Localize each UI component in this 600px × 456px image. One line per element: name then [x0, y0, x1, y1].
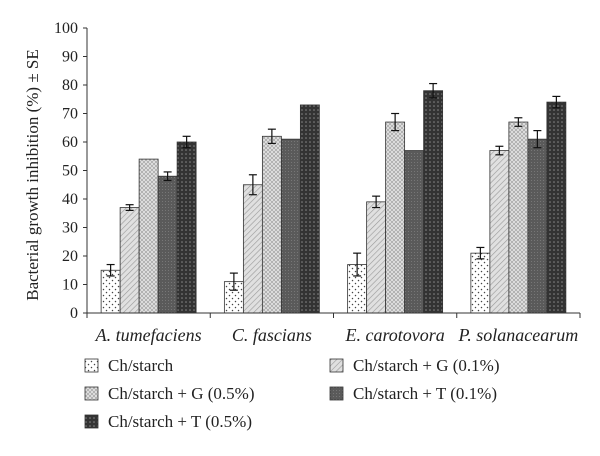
bar: [280, 138, 301, 314]
bar: [546, 101, 567, 314]
y-axis-ticks: 0 10 20 30 40 50 60 70 80 90 100: [54, 20, 87, 322]
x-tick-label: A. tumefaciens: [95, 325, 202, 345]
bar: [508, 121, 529, 314]
y-tick-label: 10: [62, 277, 78, 294]
y-tick-label: 90: [62, 49, 78, 66]
y-tick-label: 30: [62, 220, 78, 237]
x-tick-label: P. solanacearum: [458, 325, 579, 345]
legend-swatch: [84, 358, 99, 373]
y-tick-label: 70: [62, 106, 78, 123]
bars: [100, 82, 567, 314]
y-tick-label: 20: [62, 248, 78, 265]
y-tick-label: 60: [62, 134, 78, 151]
y-tick-label: 0: [70, 305, 78, 322]
legend-label: Ch/starch + T (0.1%): [353, 384, 497, 403]
bar: [157, 175, 178, 314]
bar: [366, 201, 387, 314]
bar: [385, 121, 406, 314]
y-tick-label: 50: [62, 163, 78, 180]
legend-label: Ch/starch + G (0.5%): [108, 384, 255, 403]
legend-label: Ch/starch: [108, 356, 174, 375]
legend-swatch: [84, 414, 99, 429]
bar: [176, 141, 197, 314]
y-tick-label: 80: [62, 77, 78, 94]
legend-swatch: [329, 358, 344, 373]
y-axis-label: Bacterial growth inhibition (%) ± SE: [23, 49, 42, 301]
bar: [527, 138, 548, 314]
legend: Ch/starch Ch/starch + G (0.1%) Ch/starch +…: [84, 356, 500, 431]
bar: [119, 207, 140, 314]
bar: [261, 135, 282, 314]
legend-swatch: [84, 386, 99, 401]
bar: [404, 150, 425, 314]
y-tick-label: 100: [54, 20, 78, 37]
bar: [423, 90, 444, 314]
bar: [138, 158, 159, 314]
legend-label: Ch/starch + T (0.5%): [108, 412, 252, 431]
bar: [489, 150, 510, 314]
x-axis-labels: A. tumefaciens C. fascians E. carotovora P.…: [86, 313, 581, 345]
bar: [242, 184, 263, 314]
bar: [100, 269, 121, 314]
y-tick-label: 40: [62, 191, 78, 208]
legend-swatch: [329, 386, 344, 401]
bar: [299, 104, 320, 314]
bar: [470, 252, 491, 314]
legend-label: Ch/starch + G (0.1%): [353, 356, 500, 375]
x-tick-label: C. fascians: [232, 325, 312, 345]
x-tick-label: E. carotovora: [344, 325, 444, 345]
